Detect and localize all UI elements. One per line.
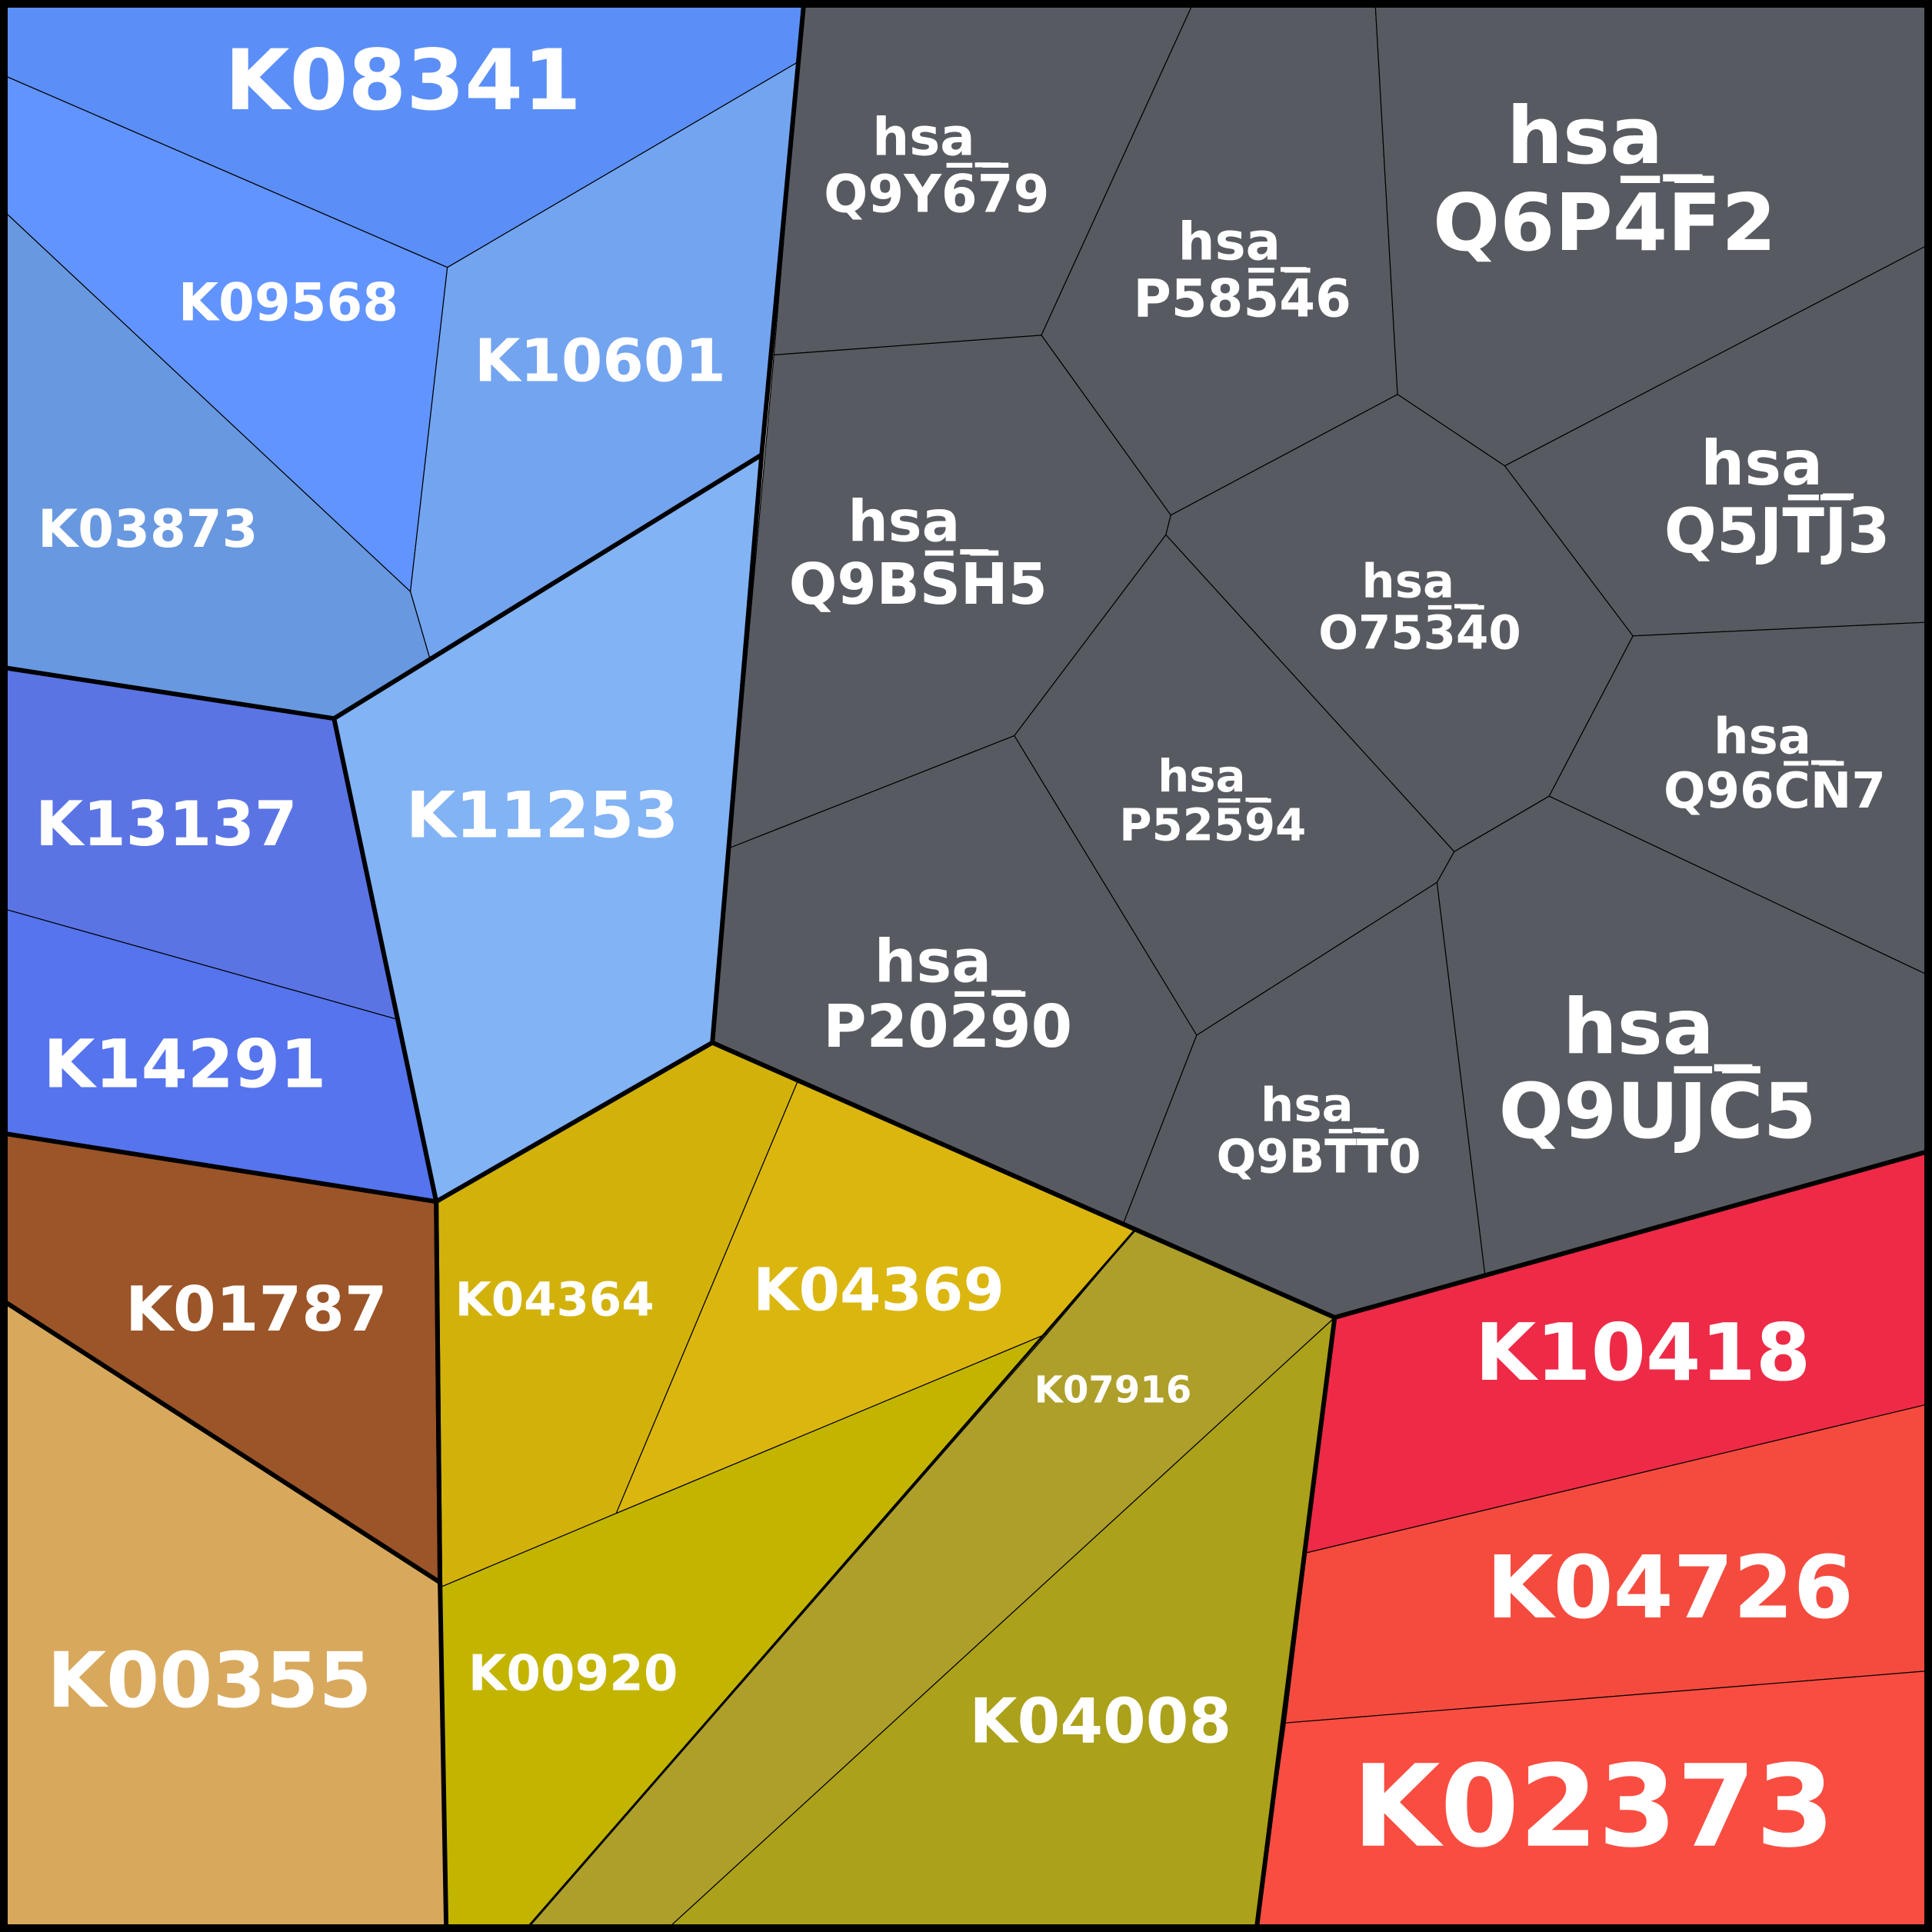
group-boundary-2 [332,452,763,721]
cell-label-q6p4f2: hsa_ Q6P4̅F̅2 [1433,91,1777,269]
cell-label-k04726: K04726 [1487,1538,1854,1638]
cell-label-p20290: hsa_ P202̅9̅0 [823,928,1072,1062]
cell-label-q9ujc5: hsa_ Q9UJ̅C̅5 [1499,984,1817,1156]
group-boundary-7 [434,1201,443,1587]
cell-label-q96cn7: hsa_ Q96C̅N̅7 [1664,708,1886,820]
cell-label-k00355: K00355 [47,1637,371,1725]
cell-label-k03873: K03873 [38,499,258,559]
cell-label-k13137: K13137 [35,788,298,860]
group-boundary-0 [435,5,806,1204]
group-boundary-1 [5,665,439,1204]
cell-label-p52594: hsa_ P525̅9̅4 [1119,750,1306,851]
cell-label-p58546: hsa_ P585̅4̅6 [1133,212,1351,328]
cell-label-k14291: K14291 [43,1026,326,1103]
group-boundary-mid-0 [528,1229,1136,1926]
cell-label-q9y679: hsa_ Q9Y6̅7̅9 [824,107,1049,224]
cell-label-k04008: K04008 [970,1685,1232,1757]
cell-label-q5jtj3: hsa_ Q5JT̅J̅3 [1664,428,1890,567]
cell-label-k04369: K04369 [753,1256,1004,1324]
cell-label-k02373: K02373 [1352,1740,1834,1872]
cell-label-k08341: K08341 [225,32,581,129]
cell-label-k10601: K10601 [475,327,726,395]
cell-label-o75340: hsa_ O753̅4̅0 [1318,554,1521,660]
cell-label-k00920: K00920 [468,1645,678,1702]
group-boundary-6 [1254,1317,1337,1926]
cell-label-k09568: K09568 [178,272,398,332]
cell-label-q9bsh5: hsa_ Q9BS̅H̅5 [789,490,1048,618]
cell-label-k10418: K10418 [1475,1307,1810,1399]
cell-label-k01787: K01787 [125,1274,388,1345]
cell-label-k11253: K11253 [406,778,678,853]
group-boundary-4 [5,1301,441,1585]
cell-label-k04364: K04364 [455,1272,655,1327]
cell-label-k07916: K07916 [1034,1369,1192,1412]
cell-label-q9btt0: hsa_ Q9BT̅T̅0 [1217,1078,1421,1184]
